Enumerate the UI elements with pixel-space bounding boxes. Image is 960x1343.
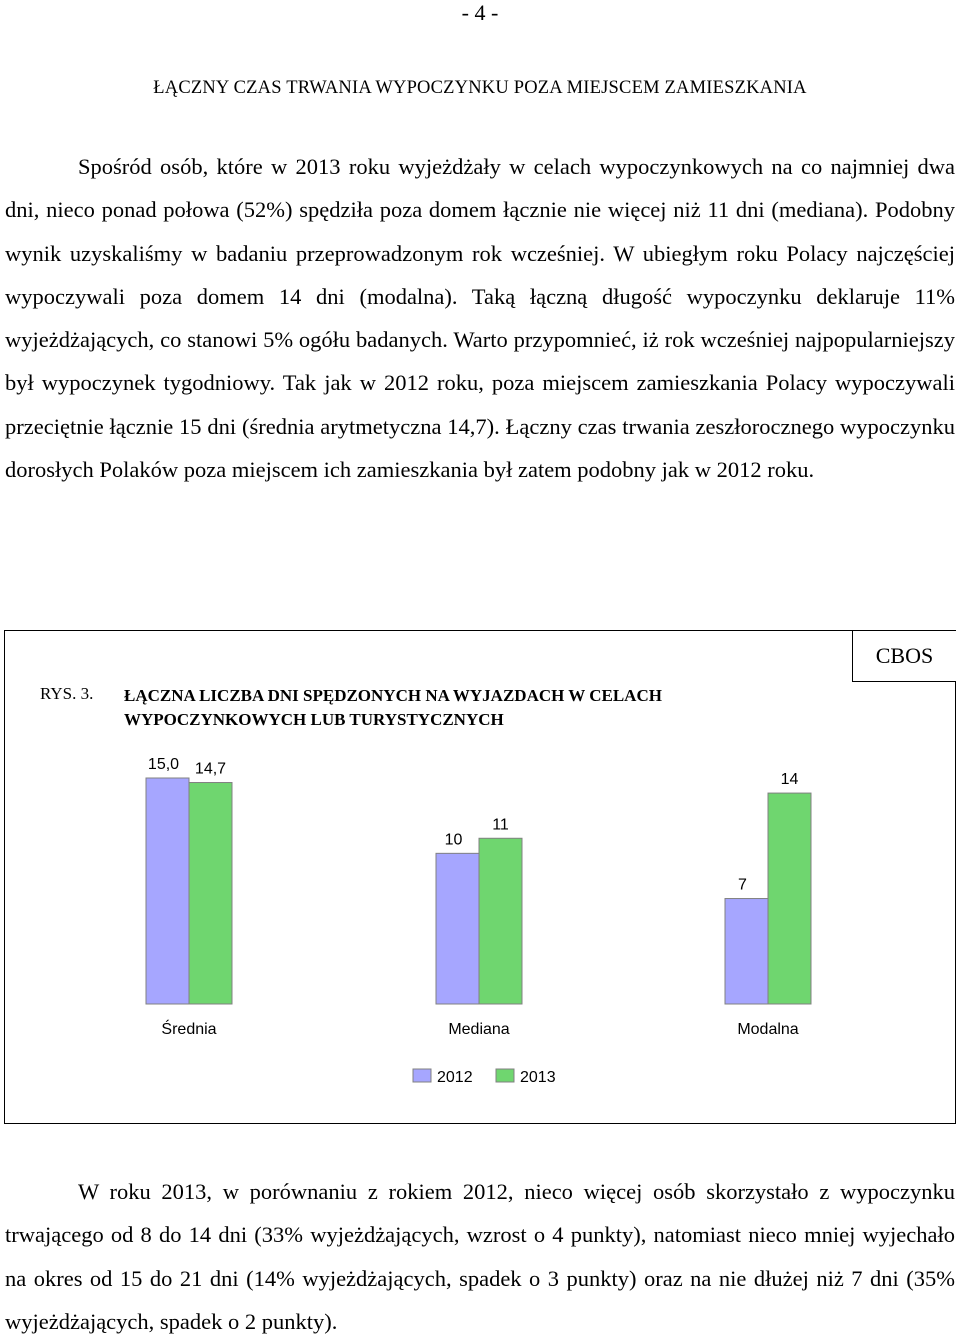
bar-2012-0 [145,777,190,1005]
figure-title: ŁĄCZNA LICZBA DNI SPĘDZONYCH NA WYJAZDAC… [124,686,662,729]
bar-2013-2 [767,792,812,1005]
data-label-2013-0: 14,7 [195,761,226,778]
source-badge: CBOS [852,631,956,682]
legend-label-2012: 2012 [437,1069,473,1086]
bar-2012-1 [435,852,480,1005]
data-label-2013-1: 11 [492,816,509,833]
data-label-2012-2: 7 [738,877,747,894]
figure-frame [4,630,956,1124]
legend-swatch-2012 [412,1068,432,1083]
data-label-2012-0: 15,0 [148,756,179,773]
paragraph-intro: Spośród osób, które w 2013 roku wyjeżdża… [5,145,955,491]
section-title: ŁĄCZNY CZAS TRWANIA WYPOCZYNKU POZA MIEJ… [153,78,807,98]
legend-label-2013: 2013 [520,1069,556,1086]
data-label-2012-1: 10 [445,831,463,848]
category-label-1: Mediana [448,1021,509,1038]
category-label-0: Średnia [161,1019,216,1038]
bar-2013-0 [188,782,233,1005]
legend-swatch-2013 [495,1068,515,1083]
page-number: - 4 - [461,0,499,25]
paragraph-comparison: W roku 2013, w porównaniu z rokiem 2012,… [5,1170,955,1343]
paragraph-comparison-text: W roku 2013, w porównaniu z rokiem 2012,… [5,1179,955,1334]
bar-2012-2 [724,898,769,1005]
category-label-2: Modalna [737,1021,798,1038]
data-label-2013-2: 14 [781,771,799,788]
paragraph-intro-text: Spośród osób, które w 2013 roku wyjeżdża… [5,154,955,483]
figure-number: RYS. 3. [40,684,94,703]
bar-2013-1 [478,837,523,1005]
